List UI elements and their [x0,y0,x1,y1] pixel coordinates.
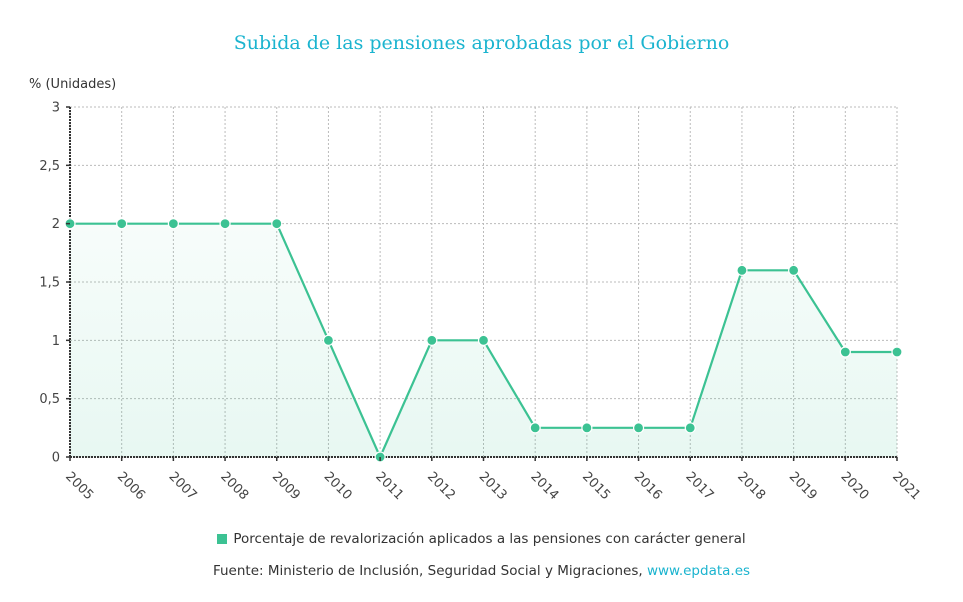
data-point[interactable] [736,264,748,276]
y-tick-label: 1 [52,334,60,349]
x-tick-label: 2014 [527,469,561,503]
y-axis-unit-label: % (Unidades) [29,77,117,92]
data-point[interactable] [322,334,335,346]
y-tick-label: 1,5 [39,276,60,291]
data-point[interactable] [788,264,800,276]
x-tick-label: 2008 [217,469,251,503]
data-point[interactable] [426,334,438,346]
x-tick-label: 2010 [321,469,355,503]
data-point[interactable] [891,346,903,358]
data-point[interactable] [581,422,593,434]
x-tick-label: 2021 [889,469,923,503]
x-tick-label: 2011 [372,469,406,503]
x-tick-label: 2006 [114,469,148,503]
x-tick-label: 2017 [682,469,716,503]
x-tick-label: 2013 [476,469,510,503]
source-link[interactable]: www.epdata.es [646,563,751,579]
y-tick-label: 2 [52,217,60,232]
y-tick-label: 0,5 [39,392,60,407]
data-point[interactable] [477,334,490,346]
data-point[interactable] [271,218,283,230]
x-tick-label: 2007 [166,469,200,503]
x-tick-label: 2020 [837,469,871,503]
x-tick-label: 2012 [424,469,458,503]
x-tick-label: 2019 [786,469,820,503]
source-text: Fuente: Ministerio de Inclusión, Segurid… [212,563,647,579]
y-tick-label: 2,5 [39,159,60,174]
x-tick-label: 2016 [631,469,665,503]
data-point[interactable] [219,218,231,230]
y-tick-label: 0 [52,451,60,466]
x-tick-label: 2015 [579,469,613,503]
data-point[interactable] [839,346,851,358]
data-point[interactable] [684,422,696,434]
chart-title: Subida de las pensiones aprobadas por el… [233,32,730,54]
data-point[interactable] [167,218,179,230]
x-axis-ticks: 2005 2006 2007 2008 2009 2010 2011 2012 2013 2014… [62,457,923,503]
y-tick-label: 3 [52,101,60,116]
y-axis-ticks: 0 0,5 1 1,5 2 2,5 3 [39,101,70,466]
source-note: Fuente: Ministerio de Inclusión, Segurid… [0,563,963,579]
legend: Porcentaje de revalorización aplicados a… [0,531,963,547]
legend-label: Porcentaje de revalorización aplicados a… [233,531,746,547]
data-point[interactable] [529,422,541,434]
data-point[interactable] [116,218,128,230]
x-tick-label: 2005 [62,469,96,503]
x-tick-label: 2009 [269,469,303,503]
x-tick-label: 2018 [734,469,768,503]
legend-swatch [217,534,228,544]
data-point[interactable] [632,422,645,434]
